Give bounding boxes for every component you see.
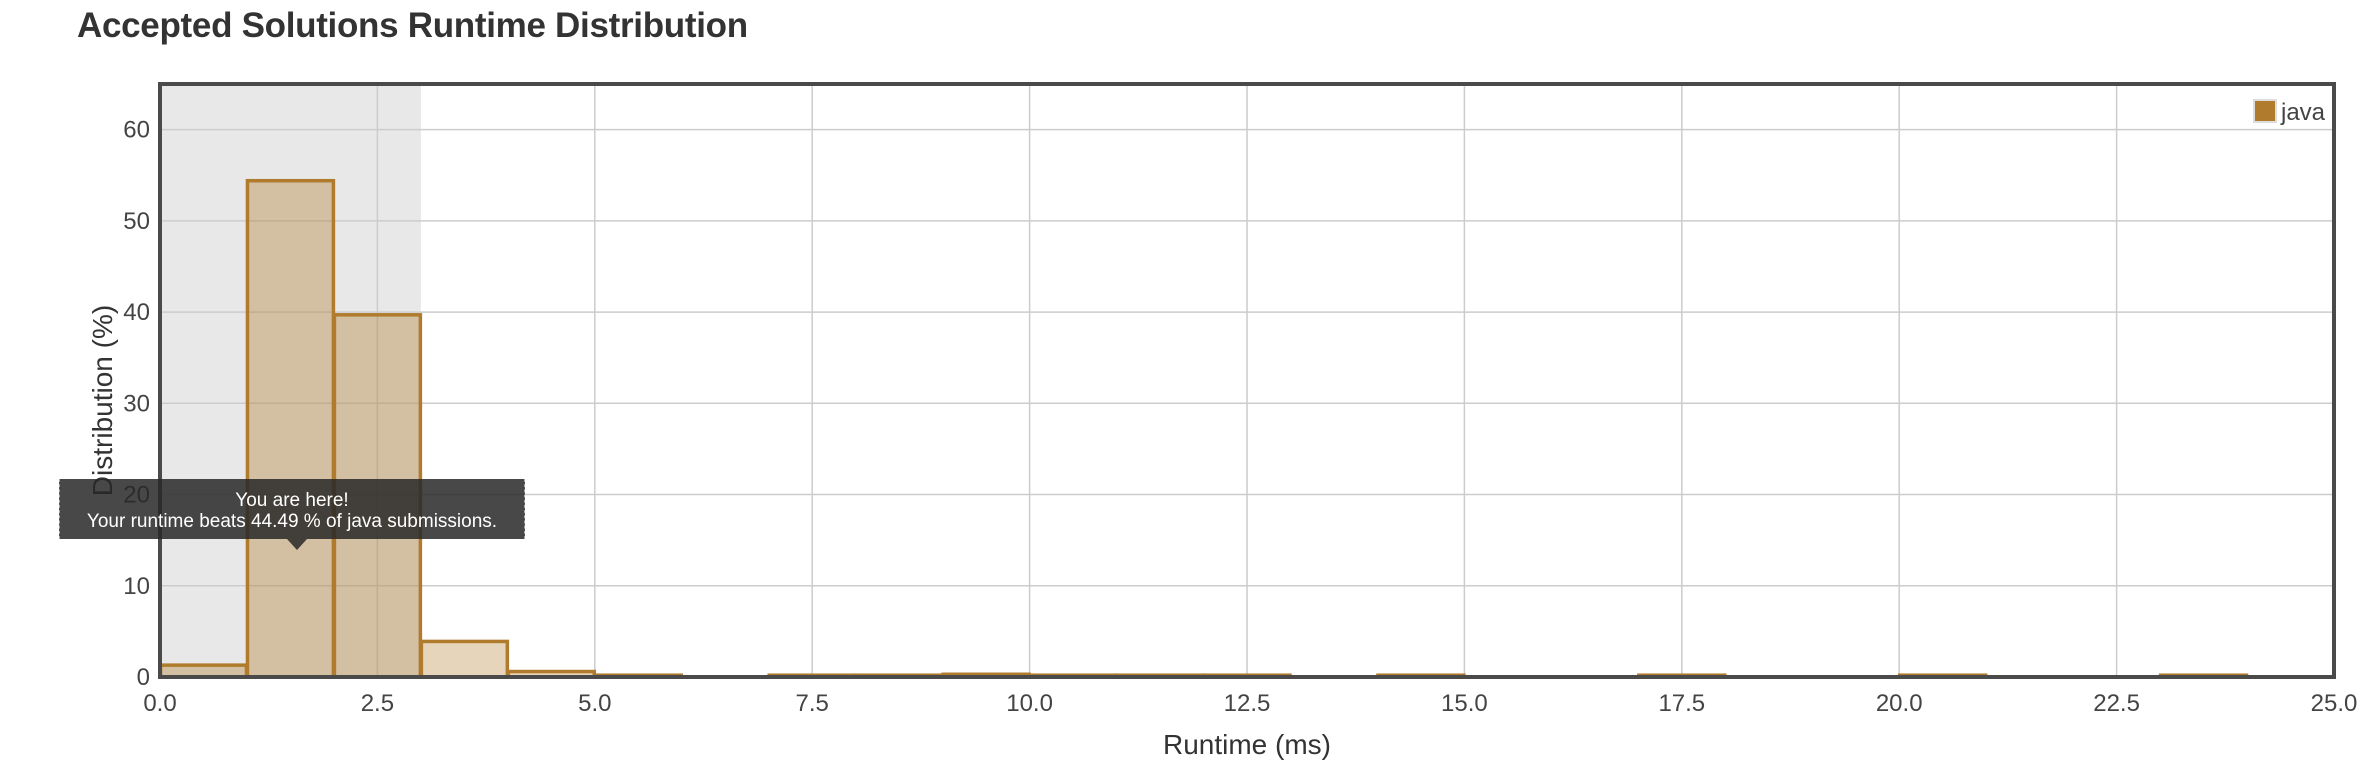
histogram-bar xyxy=(245,178,336,679)
x-tick-label: 12.5 xyxy=(1224,690,1271,717)
x-tick-label: 20.0 xyxy=(1876,690,1923,717)
y-tick-label: 10 xyxy=(123,573,150,600)
x-tick-label: 2.5 xyxy=(361,690,394,717)
x-tick-label: 5.0 xyxy=(578,690,611,717)
tooltip-line-2: Your runtime beats 44.49 % of java submi… xyxy=(86,511,498,532)
x-axis-title: Runtime (ms) xyxy=(1163,729,1331,760)
x-tick-label: 17.5 xyxy=(1658,690,1705,717)
y-tick-label: 40 xyxy=(123,299,150,326)
y-axis-title: Distribution (%) xyxy=(87,305,118,496)
y-tick-label: 50 xyxy=(123,208,150,235)
histogram-bar xyxy=(419,639,510,679)
runtime-tooltip: You are here! Your runtime beats 44.49 %… xyxy=(59,479,525,539)
y-tick-label: 0 xyxy=(137,664,150,691)
y-tick-label: 30 xyxy=(123,390,150,417)
x-tick-label: 25.0 xyxy=(2311,690,2358,717)
legend-label: java xyxy=(2280,99,2326,126)
legend-swatch xyxy=(2253,99,2277,123)
chart-title: Accepted Solutions Runtime Distribution xyxy=(77,6,748,45)
x-tick-label: 0.0 xyxy=(143,690,176,717)
y-tick-label: 60 xyxy=(123,117,150,144)
tooltip-line-1: You are here! xyxy=(235,490,349,511)
x-tick-label: 22.5 xyxy=(2093,690,2140,717)
tooltip-pointer xyxy=(287,539,307,550)
x-tick-label: 7.5 xyxy=(796,690,829,717)
x-tick-label: 15.0 xyxy=(1441,690,1488,717)
x-tick-label: 10.0 xyxy=(1006,690,1053,717)
plot-frame xyxy=(158,82,2336,679)
